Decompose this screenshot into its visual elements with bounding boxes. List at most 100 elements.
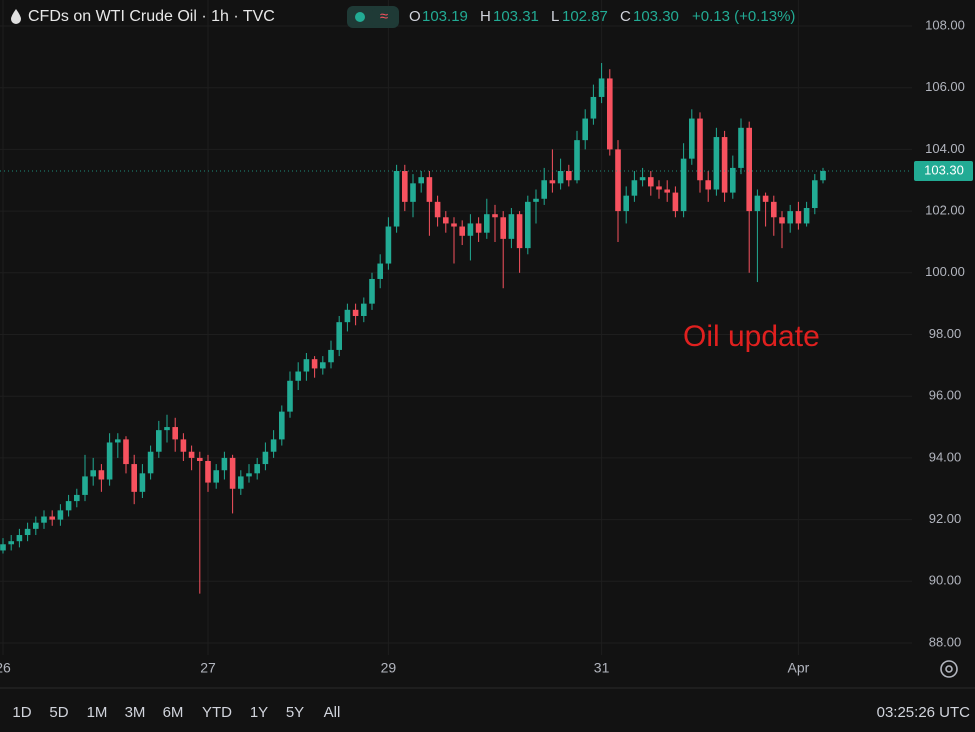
candle-body — [0, 544, 6, 551]
candle-body — [648, 177, 654, 187]
oil-icon — [11, 9, 21, 24]
candle-body — [533, 198, 539, 202]
candle-body — [98, 470, 105, 480]
candle-body — [402, 170, 408, 202]
candle-body — [607, 78, 613, 150]
candle-body — [459, 226, 465, 236]
candle-body — [180, 439, 187, 452]
range-button[interactable]: YTD — [202, 704, 232, 721]
candle-body — [328, 349, 334, 363]
candle-body — [164, 427, 170, 431]
high-value: 103.31 — [493, 8, 539, 25]
candle-body — [262, 451, 269, 465]
settings-core[interactable] — [945, 665, 953, 673]
candle-body — [508, 214, 515, 239]
x-tick-label: 29 — [381, 660, 397, 676]
range-button[interactable]: 1M — [87, 704, 108, 721]
candle-body — [680, 158, 687, 212]
candle-body — [361, 303, 367, 316]
candle-body — [221, 457, 228, 471]
candle-body — [434, 201, 441, 218]
candle-body — [820, 170, 826, 181]
change-value: +0.13 (+0.13%) — [692, 8, 795, 25]
candle-body — [713, 137, 720, 190]
candle-body — [238, 476, 244, 489]
candle-body — [598, 78, 605, 97]
grid — [0, 0, 912, 655]
x-tick-label: Apr — [788, 660, 810, 676]
y-tick-label: 98.00 — [929, 326, 962, 341]
candle-body — [156, 430, 162, 452]
toolbar: 1D 5D 1M 3M 6M YTD 1Y 5Y All — [12, 704, 340, 721]
candle-body — [705, 180, 711, 190]
candle-body — [721, 137, 728, 193]
candle-body — [541, 180, 547, 199]
settings-icon[interactable] — [940, 660, 958, 678]
candles — [0, 63, 826, 594]
candle-body — [213, 470, 219, 483]
y-tick-label: 88.00 — [929, 634, 962, 649]
candle-body — [672, 192, 679, 212]
candle-body — [771, 201, 777, 218]
candle-body — [74, 494, 80, 502]
candle-body — [49, 516, 55, 520]
candle-body — [82, 476, 88, 495]
candle-body — [57, 510, 64, 520]
delayed-icon: ≈ — [380, 8, 388, 25]
candle-body — [426, 177, 433, 202]
candle-body — [393, 170, 400, 227]
clock: 03:25:26 UTC — [877, 704, 971, 721]
candle-body — [188, 451, 195, 458]
candle-body — [656, 186, 662, 190]
candle-body — [525, 201, 531, 249]
range-button[interactable]: 3M — [125, 704, 146, 721]
y-tick-label: 96.00 — [929, 388, 962, 403]
range-button[interactable]: 1D — [12, 704, 31, 721]
candle-body — [344, 309, 351, 323]
candle-body — [254, 464, 260, 474]
settings-ring[interactable] — [940, 660, 958, 678]
price-label: 103.30 — [924, 162, 964, 177]
candle-body — [484, 214, 490, 233]
price-label-box — [914, 160, 973, 181]
candle-body — [106, 442, 113, 480]
candle-body — [172, 427, 178, 440]
candle-body — [295, 371, 301, 381]
x-tick-label: 27 — [200, 660, 216, 676]
candle-body — [812, 180, 818, 209]
candle-body — [65, 501, 72, 511]
low-value: 102.87 — [562, 8, 608, 25]
candle-body — [730, 167, 736, 193]
candle-body — [566, 170, 572, 181]
open-value: 103.19 — [422, 8, 468, 25]
y-tick-label: 100.00 — [925, 264, 965, 279]
candle-body — [590, 96, 597, 119]
range-button[interactable]: 6M — [163, 704, 184, 721]
candle-body — [746, 127, 752, 212]
high-label: H — [480, 8, 491, 25]
candle-body — [320, 362, 326, 369]
y-tick-label: 94.00 — [929, 449, 962, 464]
range-button[interactable]: All — [324, 704, 341, 721]
candle-body — [787, 211, 793, 224]
range-button[interactable]: 5Y — [286, 704, 304, 721]
candle-body — [279, 411, 285, 440]
candle-body — [139, 473, 146, 492]
ohlc-header: O 103.19 H 103.31 L 102.87 C 103.30 +0.1… — [409, 8, 795, 25]
candle-body — [467, 223, 474, 236]
candle-body — [500, 217, 506, 239]
y-tick-label: 108.00 — [925, 17, 965, 32]
candle-body — [147, 451, 154, 474]
delayed-badge — [372, 8, 397, 26]
close-label: C — [620, 8, 631, 25]
candle-body — [451, 223, 457, 227]
range-button[interactable]: 1Y — [250, 704, 268, 721]
candle-body — [475, 223, 482, 233]
chart-title: CFDs on WTI Crude Oil · 1h · TVC — [28, 8, 275, 25]
candle-body — [689, 118, 695, 159]
candle-body — [8, 541, 14, 545]
candle-body — [229, 457, 236, 489]
range-button[interactable]: 5D — [49, 704, 68, 721]
candle-body — [582, 118, 588, 141]
